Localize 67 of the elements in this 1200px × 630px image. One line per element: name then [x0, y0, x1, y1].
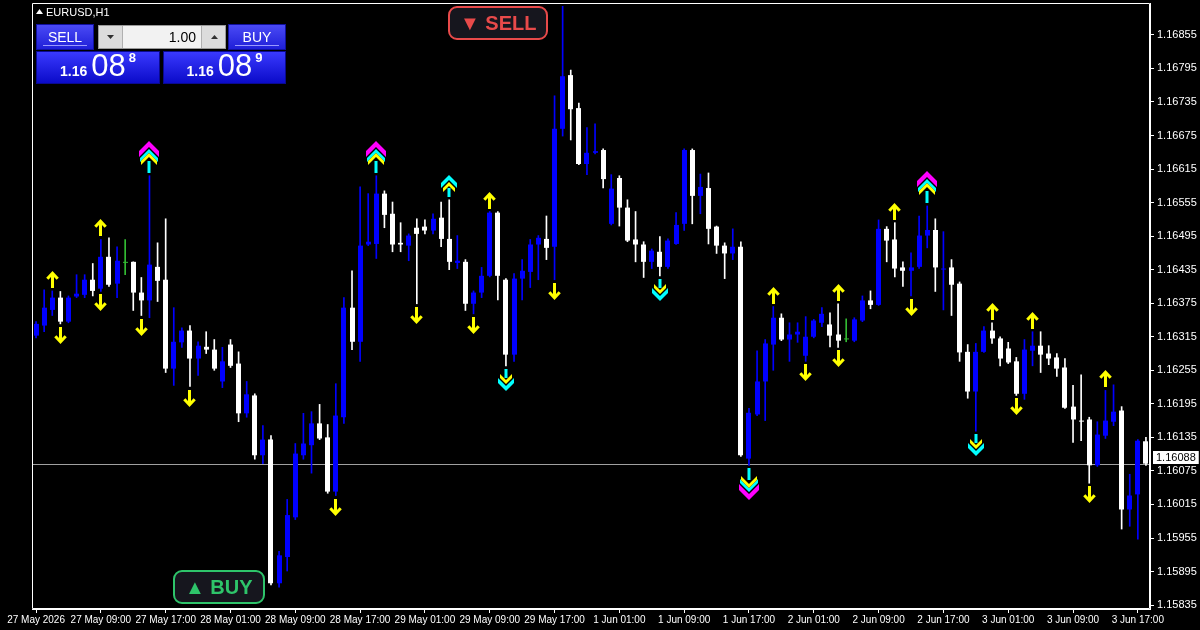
y-tick-label: 1.16675	[1157, 128, 1197, 141]
y-tick-label: 1.16495	[1157, 229, 1197, 242]
candlestick	[1079, 374, 1084, 442]
x-tick-label: 27 May 17:00	[135, 613, 197, 625]
x-tick-label: 3 Jun 01:00	[982, 613, 1035, 625]
candlestick	[1071, 385, 1076, 443]
candlestick	[204, 331, 209, 354]
candlestick	[414, 218, 419, 305]
candlestick	[520, 259, 525, 301]
annotation: 9	[255, 50, 263, 65]
candlestick	[722, 242, 727, 279]
annotation: 1.16	[186, 63, 214, 79]
chart-title: EURUSD,H1	[46, 6, 110, 18]
x-tick-label: 28 May 01:00	[200, 613, 262, 625]
x-tick-label: 3 Jun 09:00	[1046, 613, 1100, 625]
candlestick	[909, 252, 914, 297]
y-tick-label: 1.16735	[1157, 94, 1197, 107]
y-tick-label: 1.16855	[1157, 27, 1197, 40]
x-tick-label: 29 May 17:00	[524, 613, 586, 625]
candlestick	[455, 235, 460, 269]
candlestick	[584, 127, 589, 175]
x-tick-label: 27 May 2026	[7, 613, 66, 625]
x-tick-label: 2 Jun 01:00	[787, 613, 841, 625]
y-tick-label: 1.16015	[1157, 497, 1197, 510]
x-tick-label: 2 Jun 17:00	[917, 613, 970, 625]
y-tick-label: 1.16435	[1157, 262, 1197, 275]
annotation: SELL	[47, 29, 83, 45]
x-tick-label: 1 Jun 01:00	[593, 613, 646, 625]
annotation: BUY	[242, 29, 272, 45]
candlestick	[836, 303, 841, 348]
candlestick	[593, 123, 598, 155]
candlestick	[1046, 345, 1051, 366]
x-tick-label: 27 May 09:00	[70, 613, 132, 625]
x-tick-label: 28 May 09:00	[264, 613, 327, 625]
annotation: 08	[217, 48, 253, 83]
x-tick-label: 2 Jun 09:00	[852, 613, 906, 625]
y-tick-label: 1.16795	[1157, 61, 1197, 74]
annotation: ▲ BUY	[185, 575, 253, 599]
candlestick	[366, 193, 371, 246]
x-tick-label: 3 Jun 17:00	[1111, 613, 1165, 625]
candlestick	[123, 239, 128, 276]
x-tick-label: 28 May 17:00	[329, 613, 391, 625]
y-tick-label: 1.16555	[1157, 195, 1197, 208]
ref-line-label: 1.16088	[1156, 451, 1196, 464]
y-tick-label: 1.16075	[1157, 463, 1197, 476]
x-tick-label: 29 May 01:00	[394, 613, 456, 625]
candlestick	[900, 261, 905, 287]
x-tick-label: 29 May 09:00	[459, 613, 521, 625]
y-tick-label: 1.16135	[1157, 430, 1197, 443]
y-tick-label: 1.15835	[1157, 598, 1197, 611]
y-tick-label: 1.16195	[1157, 396, 1197, 409]
y-tick-label: 1.16615	[1157, 162, 1197, 175]
annotation: ▼ SELL	[460, 11, 537, 35]
y-tick-label: 1.15955	[1157, 531, 1197, 544]
annotation: 8	[128, 50, 136, 65]
y-tick-label: 1.16255	[1157, 363, 1197, 376]
x-tick-label: 1 Jun 17:00	[722, 613, 776, 625]
x-tick-label: 1 Jun 09:00	[658, 613, 711, 625]
y-tick-label: 1.16315	[1157, 329, 1197, 342]
candlestick	[1127, 473, 1132, 527]
candlestick	[844, 318, 849, 343]
annotation: 08	[91, 48, 126, 83]
annotation: 1.00	[168, 29, 196, 45]
candlestick	[925, 205, 930, 249]
y-tick-label: 1.15895	[1157, 564, 1197, 577]
annotation: 1.16	[60, 63, 88, 79]
y-tick-label: 1.16375	[1157, 296, 1197, 309]
